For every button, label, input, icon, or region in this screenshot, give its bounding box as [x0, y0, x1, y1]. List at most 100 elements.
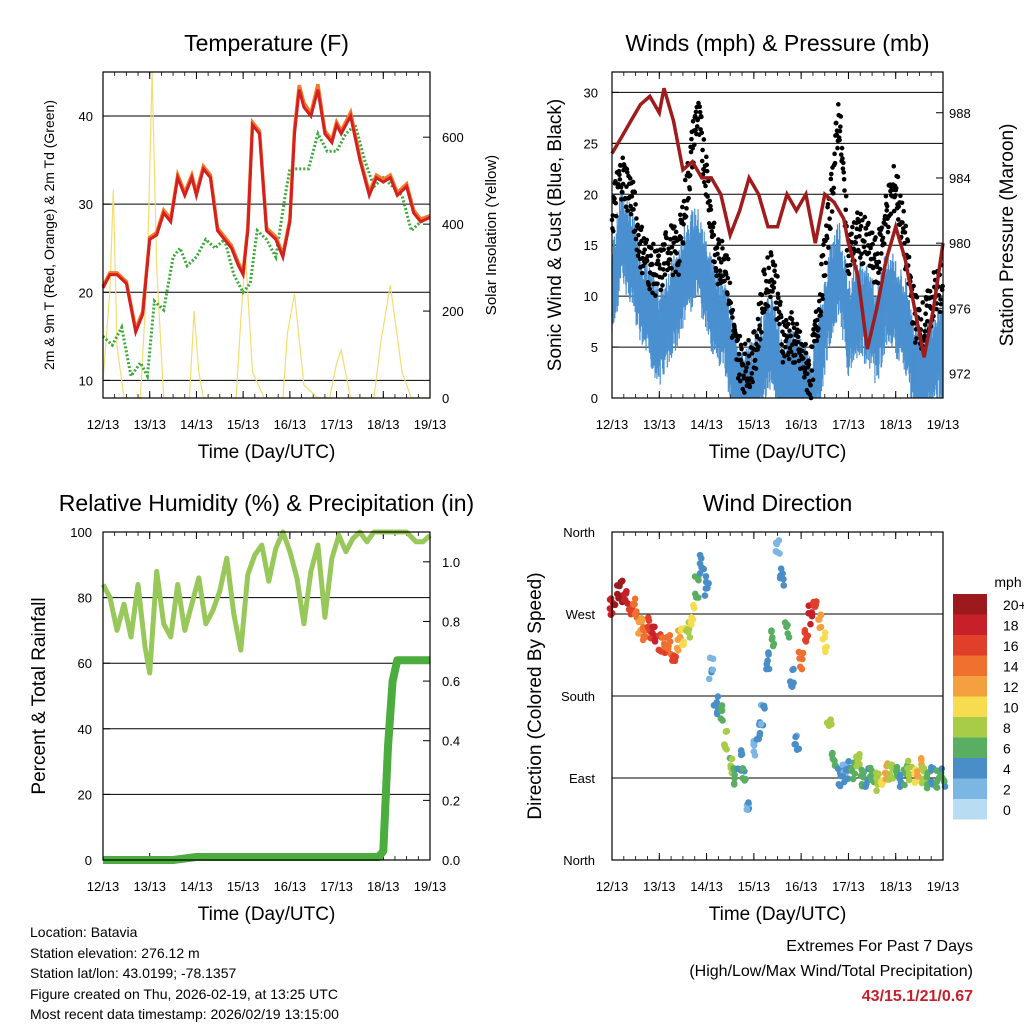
y-right-tick-label: 200: [442, 304, 464, 319]
gust-point: [829, 209, 835, 214]
gust-point: [737, 333, 743, 339]
x-tick-label: 15/13: [738, 417, 771, 432]
gust-point: [914, 336, 919, 341]
gust-point: [896, 204, 902, 209]
gust-point: [742, 351, 748, 357]
gust-point: [693, 109, 699, 115]
direction-point: [710, 702, 718, 709]
gust-point: [775, 291, 781, 297]
gust-point: [715, 251, 720, 257]
y-right-tick-label: 0.2: [442, 793, 460, 808]
gust-point: [772, 263, 778, 268]
direction-point: [696, 570, 704, 577]
direction-point: [702, 573, 710, 580]
gust-point: [891, 208, 897, 214]
direction-point: [631, 595, 639, 603]
direction-point: [651, 623, 658, 631]
gust-point: [786, 356, 792, 362]
gust-point: [803, 341, 808, 347]
gust-point: [632, 189, 638, 195]
gust-point: [806, 362, 812, 367]
gust-point: [922, 329, 928, 334]
gust-point: [625, 170, 630, 175]
gust-point: [680, 204, 685, 210]
gust-point: [655, 281, 660, 287]
gust-point: [814, 338, 820, 344]
gust-point: [714, 245, 720, 251]
gust-point: [736, 351, 742, 357]
chart-title: Wind Direction: [703, 490, 853, 516]
y-tick-label: 5: [591, 340, 598, 355]
y-tick-label: 40: [78, 722, 92, 737]
gust-point: [843, 193, 849, 199]
x-tick-label: 16/13: [274, 879, 307, 894]
x-tick-label: 13/13: [133, 417, 166, 432]
series-relative-humidity: [100, 529, 432, 676]
gust-point: [896, 217, 901, 222]
direction-point: [821, 629, 829, 636]
gust-point: [637, 249, 642, 255]
gust-point: [728, 300, 734, 306]
direction-point: [719, 717, 726, 724]
gust-point: [740, 386, 746, 392]
colorbar-swatch: [953, 737, 987, 758]
gust-point: [671, 240, 676, 245]
gust-point: [713, 268, 719, 274]
x-tick-label: 12/13: [596, 879, 629, 894]
gust-point: [617, 172, 622, 178]
y-tick-label: 60: [78, 656, 92, 671]
direction-point: [788, 683, 796, 690]
gust-point: [837, 128, 843, 134]
y-right-tick-label: 1.0: [442, 555, 460, 570]
direction-point: [673, 644, 681, 652]
gust-point: [779, 342, 784, 347]
gust-point: [745, 361, 751, 366]
gust-point: [746, 353, 752, 359]
direction-point: [769, 634, 776, 641]
y-right-tick-label: 980: [949, 236, 971, 251]
gust-point: [765, 303, 771, 309]
gust-point: [676, 272, 681, 278]
direction-point: [836, 782, 844, 790]
gust-point: [692, 142, 697, 148]
gust-point: [903, 223, 909, 229]
gust-point: [668, 250, 674, 256]
gust-point: [710, 224, 716, 230]
gust-point: [790, 321, 796, 326]
direction-point: [807, 620, 814, 628]
gust-point: [722, 278, 727, 284]
gust-point: [627, 176, 633, 181]
gust-point: [818, 313, 823, 318]
y-tick-label: 30: [584, 85, 598, 100]
y-tick-label: 100: [70, 525, 92, 540]
y-right-tick-label: 0.8: [442, 614, 460, 629]
direction-point: [808, 612, 816, 620]
direction-point: [875, 770, 882, 778]
direction-point: [848, 767, 855, 775]
gust-point: [880, 235, 886, 241]
gust-point: [803, 350, 809, 356]
gust-point: [656, 262, 662, 267]
direction-point: [821, 634, 829, 641]
direction-point: [659, 634, 666, 641]
gust-point: [860, 217, 865, 223]
direction-point: [928, 779, 935, 786]
gust-point: [613, 213, 619, 219]
direction-point: [928, 763, 935, 771]
gust-point: [821, 242, 826, 247]
gust-point: [777, 321, 782, 327]
gust-point: [738, 357, 743, 363]
gust-point: [623, 204, 629, 210]
colorbar-tick-label: 2: [1003, 782, 1011, 798]
gust-point: [870, 241, 875, 247]
y-right-tick-label: 0.4: [442, 734, 460, 749]
gust-point: [788, 333, 794, 339]
direction-point: [765, 649, 772, 656]
colorbar-swatch: [953, 635, 987, 656]
gust-point: [800, 355, 806, 361]
direction-point: [743, 806, 751, 813]
gust-point: [756, 344, 761, 350]
gust-point: [699, 158, 705, 164]
gust-point: [746, 338, 751, 343]
gust-point: [877, 266, 883, 272]
